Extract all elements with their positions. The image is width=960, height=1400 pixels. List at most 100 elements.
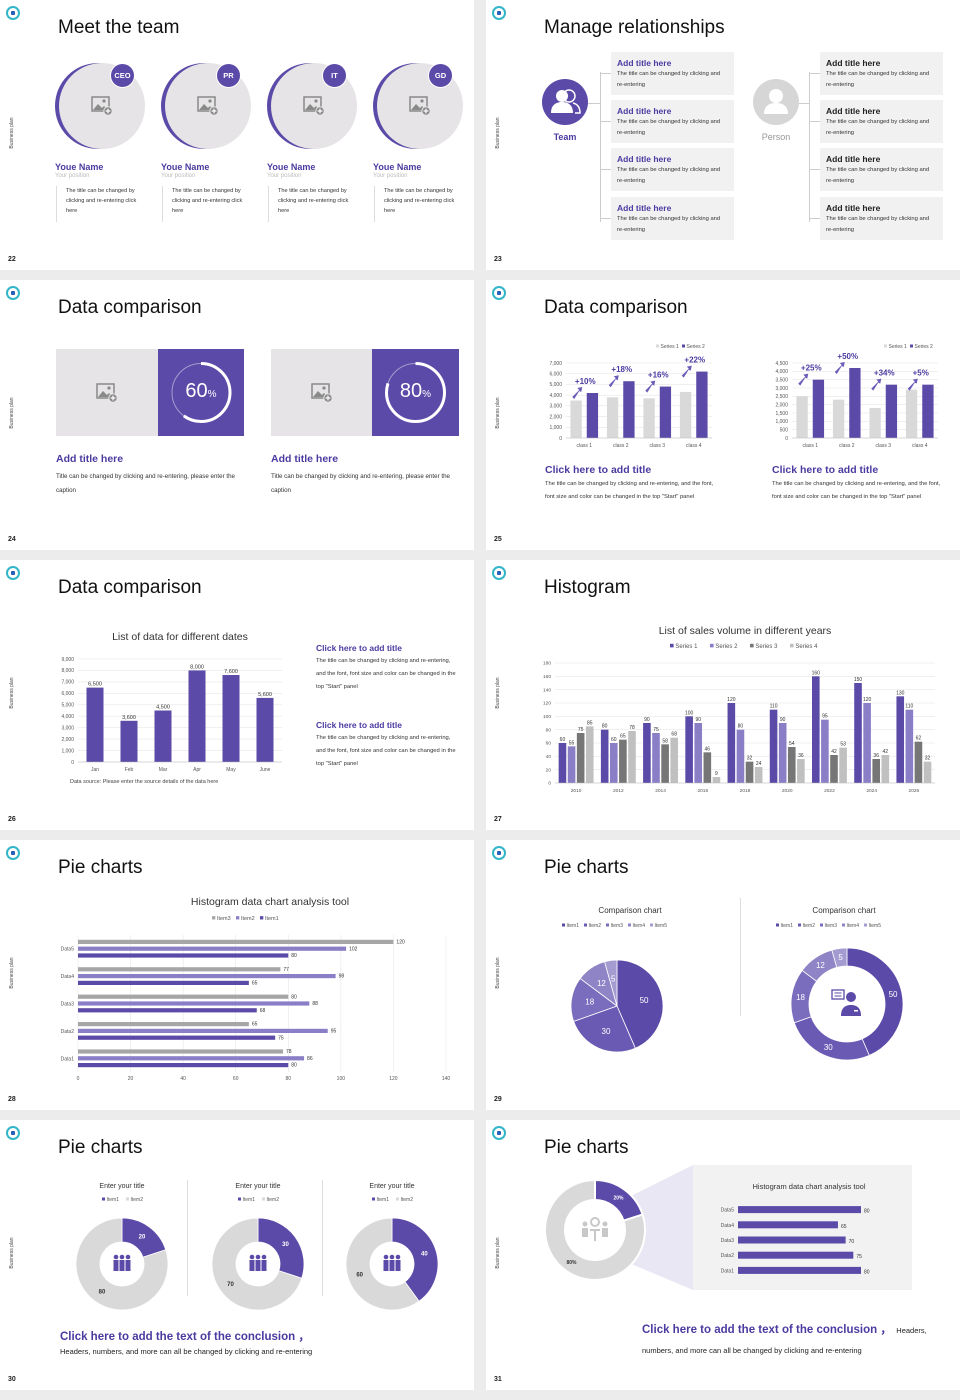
member-name[interactable]: Youe Name [161, 162, 210, 172]
member-name[interactable]: Youe Name [267, 162, 316, 172]
bar [188, 670, 206, 762]
side-label: Business plan [9, 957, 15, 989]
conclusion-heading[interactable]: Click here to add the text of the conclu… [642, 1324, 892, 1336]
data-label: 65 [620, 734, 626, 740]
slide-28[interactable]: Business plan 28 Pie charts 0 20 40 60 80 100… [0, 840, 474, 1110]
growth-arrow-icon [834, 362, 845, 374]
slice [391, 1217, 439, 1302]
relationship-box[interactable]: Add title here The title can be changed b… [611, 100, 734, 143]
note-heading[interactable]: Click here to add title [316, 720, 402, 730]
percent-value: 60% [158, 380, 244, 403]
growth-annotation: +34% [874, 369, 895, 378]
data-label: 53 [840, 742, 846, 748]
conclusion-heading[interactable]: Click here to add the text of the conclu… [60, 1331, 310, 1343]
growth-arrow-icon [608, 375, 619, 388]
bar [670, 737, 679, 783]
slide-30[interactable]: Business plan 30 Pie charts 20 80 Enter yo… [0, 1120, 474, 1390]
slice-label: 30 [824, 1043, 833, 1052]
relationship-box[interactable]: Add title here The title can be changed b… [611, 52, 734, 95]
slide-23[interactable]: Business plan 23 Manage relationships Te… [486, 0, 960, 270]
box-title: Add title here [826, 106, 881, 116]
x-tick-label: class 3 [875, 443, 891, 449]
legend-label: Item3 [217, 916, 231, 922]
legend-swatch [884, 344, 887, 348]
slide-title: Pie charts [544, 1137, 629, 1158]
bar [696, 371, 708, 438]
image-placeholder[interactable] [56, 349, 158, 436]
card-heading[interactable]: Add title here [271, 453, 339, 465]
legend-label: Series 1 [889, 344, 908, 350]
x-tick-label: 2024 [866, 788, 877, 794]
connector-line [809, 169, 820, 170]
note-heading[interactable]: Click here to add title [316, 643, 402, 653]
growth-annotation: +50% [837, 352, 858, 361]
relationship-box[interactable]: Add title here The title can be changed b… [820, 100, 943, 143]
bar [619, 739, 627, 783]
chart-title: Enter your title [99, 1183, 144, 1190]
relationship-box[interactable]: Add title here The title can be changed b… [820, 148, 943, 191]
connector-line [600, 218, 611, 219]
slice-label: 80% [566, 1260, 577, 1266]
data-label: 110 [770, 704, 778, 710]
slide-22[interactable]: Business plan 22 Meet the team CEO Youe N… [0, 0, 474, 270]
member-position[interactable]: Your position [55, 173, 90, 179]
member-position[interactable]: Your position [267, 173, 302, 179]
side-label: Business plan [495, 397, 501, 429]
y-tick-label: 40 [546, 754, 552, 760]
data-label: 120 [727, 697, 736, 703]
logo-icon [6, 566, 20, 580]
relationship-box[interactable]: Add title here The title can be changed b… [611, 197, 734, 240]
relationship-box[interactable]: Add title here The title can be changed b… [820, 52, 943, 95]
legend-swatch [238, 1197, 241, 1201]
bar [922, 384, 934, 438]
bar [86, 687, 104, 762]
box-title: Add title here [617, 203, 672, 213]
customer-service-icon [831, 988, 865, 1025]
card-heading[interactable]: Add title here [56, 453, 124, 465]
member-position[interactable]: Your position [373, 173, 408, 179]
box-title: Add title here [826, 203, 881, 213]
slice-label: 40 [421, 1252, 428, 1258]
legend-label: Series 3 [755, 644, 778, 650]
member-name[interactable]: Youe Name [55, 162, 104, 172]
panel-heading[interactable]: Click here to add title [545, 464, 652, 476]
group-people-icon [383, 1254, 401, 1271]
member-description: The title can be changed by clicking and… [162, 186, 246, 222]
y-tick-label: 1,500 [775, 411, 788, 417]
panel-heading[interactable]: Click here to add title [772, 464, 879, 476]
y-tick-label: 1,000 [61, 748, 74, 754]
bar [78, 994, 289, 999]
x-tick-label: 120 [389, 1076, 398, 1082]
role-badge: IT [322, 63, 347, 88]
divider [187, 1180, 188, 1296]
member-name[interactable]: Youe Name [373, 162, 422, 172]
y-tick-label: 6,000 [549, 371, 562, 377]
data-label: 54 [789, 741, 795, 747]
relationship-box[interactable]: Add title here The title can be changed b… [611, 148, 734, 191]
relationship-box[interactable]: Add title here The title can be changed b… [820, 197, 943, 240]
role-badge: CEO [110, 63, 135, 88]
bar [623, 381, 635, 438]
growth-annotation: +16% [648, 371, 669, 380]
bar [661, 744, 669, 783]
slide-27[interactable]: Business plan 27 Histogram 0 20 40 60 80 100 1… [486, 560, 960, 830]
side-label: Business plan [9, 117, 15, 149]
image-placeholder[interactable] [271, 349, 372, 436]
side-label: Business plan [9, 1237, 15, 1269]
slide-25[interactable]: Business plan 25 Data comparison 0 1,000 2… [486, 280, 960, 550]
slide-26[interactable]: Business plan 26 Data comparison 0 1,000 2… [0, 560, 474, 830]
legend-label: Series 1 [675, 644, 698, 650]
bar [576, 733, 585, 783]
bar [796, 396, 808, 438]
slide-24[interactable]: Business plan 24 Data comparison 60% Add … [0, 280, 474, 550]
bar [78, 967, 281, 972]
slide-31[interactable]: Business plan 31 Pie charts 20% 80% Data1… [486, 1120, 960, 1390]
legend-label: Item1 [781, 923, 794, 929]
growth-arrow-icon [572, 387, 583, 399]
page-number: 27 [494, 816, 502, 823]
y-tick-label: Data5 [61, 947, 75, 953]
data-label: 32 [747, 756, 753, 762]
slide-29[interactable]: Business plan 29 Pie charts 50 30 18 12 5 Com… [486, 840, 960, 1110]
member-position[interactable]: Your position [161, 173, 196, 179]
connector-line [809, 121, 820, 122]
